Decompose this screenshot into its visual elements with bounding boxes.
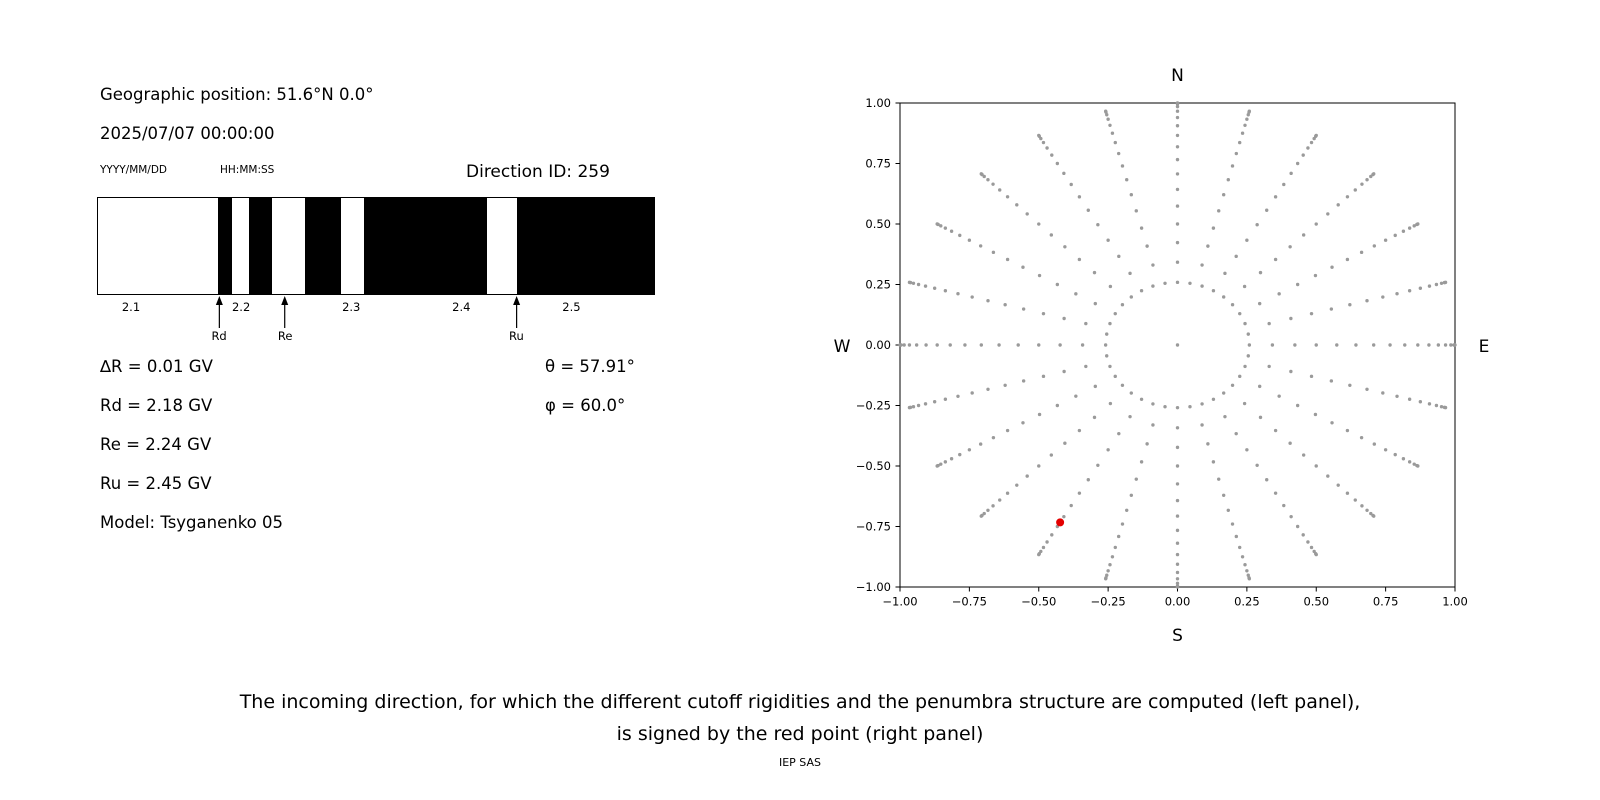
y-tick-label: −0.25 (856, 399, 891, 413)
y-tick-label: −0.50 (856, 459, 891, 473)
caption-line-2: is signed by the red point (right panel) (616, 723, 984, 745)
axis-ticks: −1.00 −0.75 −0.50 −0.25 0.00 0.25 0.50 0.75 1.00… (856, 96, 1468, 609)
x-tick-label: 0.00 (1165, 595, 1191, 609)
penumbra-strip (97, 197, 655, 295)
y-tick-label: 0.50 (865, 217, 891, 231)
y-tick-label: 0.75 (865, 157, 891, 171)
penumbra-x-tick-label: 2.2 (231, 300, 251, 314)
compass-west-label: W (834, 337, 851, 357)
penumbra-marker-re: Re (277, 296, 293, 343)
compass-east-label: E (1479, 337, 1490, 357)
penumbra-marker-label: Rd (211, 329, 227, 343)
y-tick-label: 0.25 (865, 278, 891, 292)
y-tick-label: 0.00 (865, 338, 891, 352)
y-tick-label: −0.75 (856, 520, 891, 534)
penumbra-forbidden-band (248, 198, 272, 294)
up-arrow-icon (512, 296, 520, 328)
direction-plot: N S W E −1.00 −0.75 −0.50 −0.25 0.00 0.25 0.50… (834, 66, 1490, 646)
time-format-hint: HH:MM:SS (220, 164, 275, 176)
y-tick-label: −1.00 (856, 580, 891, 594)
penumbra-forbidden-band (364, 198, 487, 294)
x-tick-label: −0.50 (1021, 595, 1056, 609)
x-tick-label: 1.00 (1442, 595, 1468, 609)
phi-value: φ = 60.0° (545, 396, 626, 415)
geographic-position-label: Geographic position: 51.6°N 0.0° (100, 85, 374, 104)
penumbra-x-tick-label: 2.4 (452, 300, 471, 314)
date-format-hint: YYYY/MM/DD (100, 164, 168, 176)
datetime-label: 2025/07/07 00:00:00 (100, 124, 275, 143)
penumbra-forbidden-band (517, 198, 654, 294)
direction-id-label: Direction ID: 259 (466, 162, 610, 182)
x-tick-label: 0.50 (1303, 595, 1329, 609)
penumbra-marker-ru: Ru (509, 296, 524, 343)
up-arrow-icon (215, 296, 223, 328)
rd-value: Rd = 2.18 GV (100, 396, 213, 415)
caption-line-1: The incoming direction, for which the di… (239, 691, 1361, 713)
penumbra-forbidden-band (304, 198, 342, 294)
penumbra-marker-rd: Rd (211, 296, 227, 343)
penumbra-axis: 2.1 2.2 2.3 2.4 2.5 Rd Re Ru (98, 296, 654, 354)
penumbra-x-tick-label: 2.1 (121, 300, 141, 314)
up-arrow-icon (281, 296, 289, 328)
penumbra-forbidden-band (218, 198, 233, 294)
theta-value: θ = 57.91° (545, 357, 635, 376)
x-tick-label: 0.25 (1234, 595, 1260, 609)
penumbra-marker-label: Re (277, 329, 293, 343)
penumbra-x-tick-label: 2.3 (342, 300, 361, 314)
ru-value: Ru = 2.45 GV (100, 474, 212, 493)
compass-south-label: S (1172, 626, 1183, 646)
x-tick-label: 0.75 (1373, 595, 1399, 609)
compass-north-label: N (1171, 66, 1184, 86)
re-value: Re = 2.24 GV (100, 435, 212, 454)
figure-caption: The incoming direction, for which the di… (0, 686, 1600, 750)
credit-label: IEP SAS (778, 756, 822, 769)
model-value: Model: Tsyganenko 05 (100, 513, 284, 532)
selected-direction-point (1056, 518, 1065, 527)
penumbra-marker-label: Ru (508, 329, 524, 343)
direction-grid-dots (898, 101, 1457, 589)
delta-r-value: ∆R = 0.01 GV (100, 357, 213, 376)
penumbra-x-tick-label: 2.5 (562, 300, 581, 314)
y-tick-label: 1.00 (865, 96, 891, 110)
x-tick-label: −1.00 (882, 595, 917, 609)
x-tick-label: −0.25 (1091, 595, 1126, 609)
x-tick-label: −0.75 (952, 595, 987, 609)
